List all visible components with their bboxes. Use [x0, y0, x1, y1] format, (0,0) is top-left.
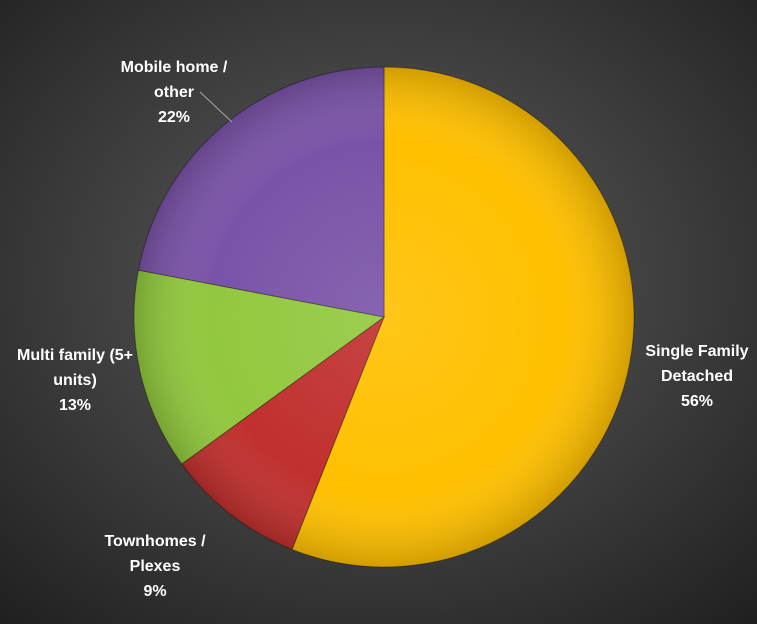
data-label-mobile-home-other-line-1: Mobile home /	[121, 59, 228, 76]
data-label-mobile-home-other-percent: 22%	[158, 109, 190, 126]
slice-labels: Single Family Detached 56% Townhomes / Plexe…	[17, 59, 749, 600]
data-label-townhomes-plexes-line-2: Plexes	[130, 558, 181, 575]
data-label-single-family-detached-line-1: Single Family	[645, 343, 748, 360]
data-label-multi-family-line-1: Multi family (5+	[17, 347, 133, 364]
data-label-townhomes-plexes-line-1: Townhomes /	[104, 533, 206, 550]
leader-line-mobile-home	[199, 91, 233, 123]
pie-slices	[133, 66, 635, 568]
data-label-single-family-detached-percent: 56%	[681, 393, 713, 410]
data-label-townhomes-plexes-percent: 9%	[143, 583, 166, 600]
data-label-mobile-home-other-line-2: other	[154, 84, 194, 101]
data-label-multi-family-line-2: units)	[53, 372, 97, 389]
data-label-single-family-detached-line-2: Detached	[661, 368, 733, 385]
data-label-multi-family-percent: 13%	[59, 397, 91, 414]
